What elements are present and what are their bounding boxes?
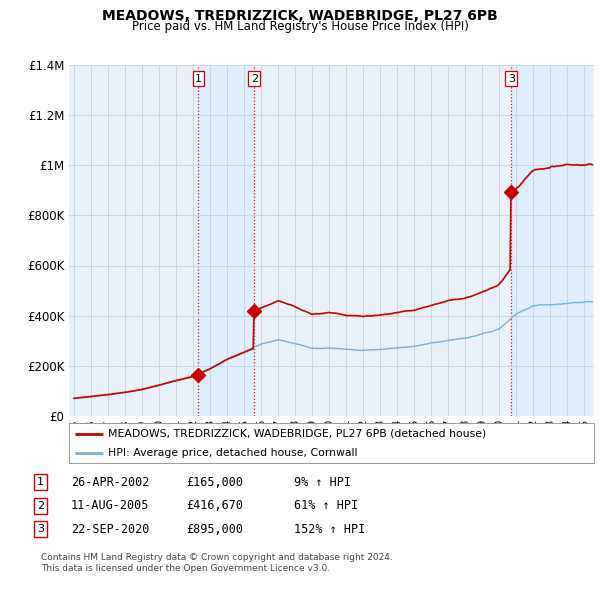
Text: 3: 3 bbox=[37, 525, 44, 534]
Text: MEADOWS, TREDRIZZICK, WADEBRIDGE, PL27 6PB: MEADOWS, TREDRIZZICK, WADEBRIDGE, PL27 6… bbox=[102, 9, 498, 23]
Text: Contains HM Land Registry data © Crown copyright and database right 2024.
This d: Contains HM Land Registry data © Crown c… bbox=[41, 553, 392, 573]
Text: 26-APR-2002: 26-APR-2002 bbox=[71, 476, 149, 489]
Text: 1: 1 bbox=[37, 477, 44, 487]
Text: HPI: Average price, detached house, Cornwall: HPI: Average price, detached house, Corn… bbox=[109, 448, 358, 458]
Bar bbox=[511, 65, 592, 416]
Text: 22-SEP-2020: 22-SEP-2020 bbox=[71, 523, 149, 536]
Bar bbox=[199, 65, 254, 416]
Text: 3: 3 bbox=[508, 74, 515, 84]
Text: 2: 2 bbox=[37, 501, 44, 510]
Text: 61% ↑ HPI: 61% ↑ HPI bbox=[294, 499, 358, 512]
Text: £895,000: £895,000 bbox=[186, 523, 243, 536]
Text: £165,000: £165,000 bbox=[186, 476, 243, 489]
Text: 9% ↑ HPI: 9% ↑ HPI bbox=[294, 476, 351, 489]
Text: 152% ↑ HPI: 152% ↑ HPI bbox=[294, 523, 365, 536]
Text: £416,670: £416,670 bbox=[186, 499, 243, 512]
Text: 11-AUG-2005: 11-AUG-2005 bbox=[71, 499, 149, 512]
Text: MEADOWS, TREDRIZZICK, WADEBRIDGE, PL27 6PB (detached house): MEADOWS, TREDRIZZICK, WADEBRIDGE, PL27 6… bbox=[109, 429, 487, 439]
Text: 1: 1 bbox=[195, 74, 202, 84]
Text: Price paid vs. HM Land Registry's House Price Index (HPI): Price paid vs. HM Land Registry's House … bbox=[131, 20, 469, 33]
Text: 2: 2 bbox=[251, 74, 258, 84]
